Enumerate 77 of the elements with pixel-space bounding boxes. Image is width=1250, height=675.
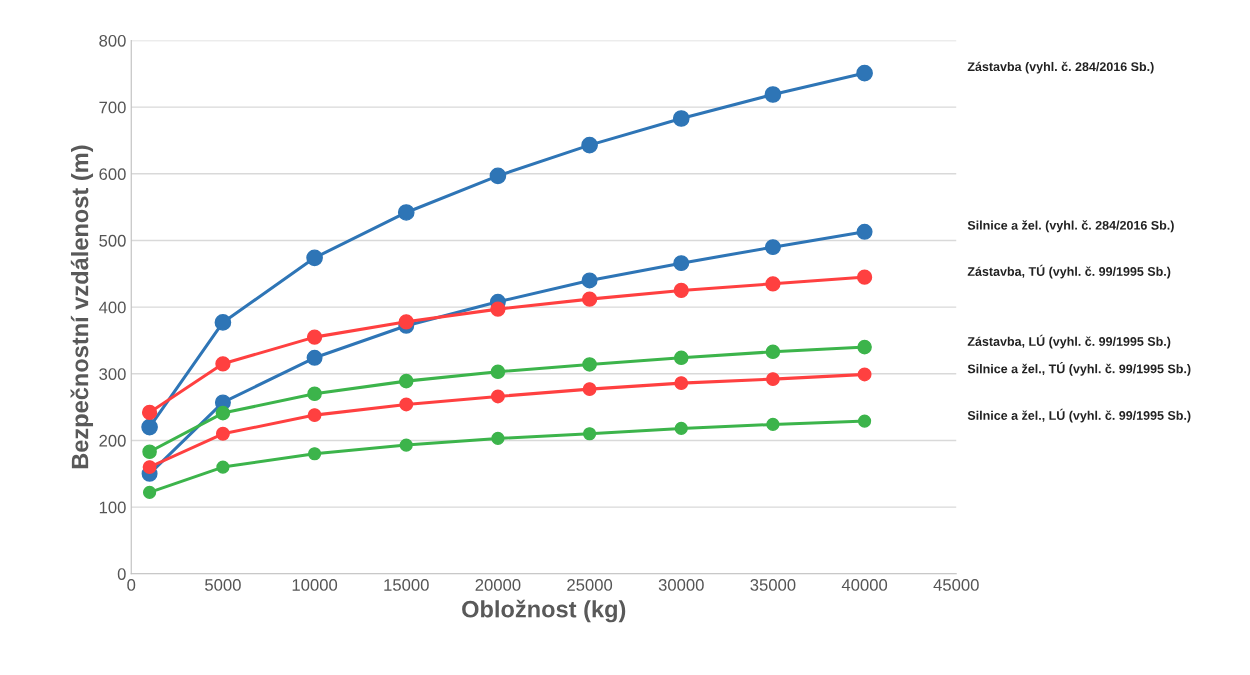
- point: [765, 344, 781, 360]
- point: [673, 282, 689, 299]
- point: [142, 444, 157, 460]
- point: [490, 364, 506, 380]
- y-axis-title: Bezpečnostní vzdálenost (m): [70, 145, 94, 469]
- y-tick-label: 300: [99, 368, 126, 380]
- x-tick-label: 15000: [384, 579, 429, 591]
- point: [214, 314, 232, 331]
- point: [674, 376, 689, 391]
- x-axis-title: Obložnost (kg): [462, 599, 626, 623]
- x-tick-label: 40000: [841, 579, 888, 591]
- point: [142, 460, 157, 475]
- x-tick-label: 20000: [475, 579, 521, 591]
- y-tick-label: 200: [99, 434, 126, 447]
- point: [582, 427, 597, 441]
- point: [673, 350, 689, 366]
- point: [857, 414, 872, 428]
- text: Silnice a žel. (vyhl. č. 284/2016 Sb.): [967, 220, 1174, 233]
- point: [764, 86, 782, 103]
- point: [397, 204, 415, 221]
- point: [856, 269, 873, 285]
- x-tick-label: 25000: [567, 579, 613, 591]
- point: [672, 110, 690, 127]
- y-tick-label: 500: [99, 234, 126, 247]
- point: [215, 405, 231, 421]
- point: [491, 431, 505, 446]
- point: [856, 64, 873, 82]
- y-tick-label: 0: [117, 568, 126, 580]
- point: [141, 418, 158, 436]
- text: Zástavba, LÚ (vyhl. č. 99/1995 Sb.): [967, 334, 1171, 349]
- y-tick-label: 700: [99, 101, 126, 114]
- text: Zástavba (vyhl. č. 284/2016 Sb.): [967, 61, 1154, 74]
- x-tick-label: 0: [127, 579, 136, 591]
- point: [581, 136, 598, 154]
- point: [765, 372, 780, 387]
- point: [307, 386, 322, 402]
- x-tick-label: 5000: [205, 579, 241, 591]
- point: [581, 272, 598, 289]
- point: [582, 357, 597, 372]
- y-tick-label: 400: [98, 301, 126, 314]
- point: [142, 485, 157, 500]
- point: [764, 239, 781, 256]
- x-tick-label: 35000: [750, 579, 796, 591]
- point: [307, 447, 322, 461]
- x-tick-label: 45000: [933, 579, 979, 591]
- point: [856, 223, 873, 240]
- point: [307, 408, 322, 423]
- text: Silnice a žel., TÚ (vyhl. č. 99/1995 Sb.): [967, 362, 1191, 376]
- point: [766, 417, 780, 432]
- point: [216, 460, 230, 474]
- point: [765, 276, 781, 292]
- point: [306, 329, 323, 345]
- point: [398, 314, 414, 330]
- point: [857, 339, 872, 355]
- point: [490, 389, 505, 404]
- text: Zástavba, TÚ (vyhl. č. 99/1995 Sb.): [967, 264, 1171, 279]
- point: [215, 356, 231, 372]
- y-tick-label: 600: [99, 168, 126, 181]
- point: [674, 421, 688, 436]
- point: [489, 167, 507, 185]
- y-tick-label: 100: [99, 501, 126, 514]
- point: [398, 373, 414, 389]
- point: [673, 255, 690, 272]
- point: [306, 249, 323, 267]
- point: [306, 349, 323, 366]
- point: [582, 382, 597, 397]
- point: [141, 404, 158, 421]
- point: [581, 291, 598, 307]
- point: [215, 426, 230, 441]
- point: [399, 438, 413, 452]
- point: [857, 367, 872, 382]
- x-tick-label: 10000: [292, 579, 338, 591]
- point: [399, 397, 414, 412]
- y-tick-label: 800: [99, 34, 126, 47]
- point: [490, 301, 506, 317]
- text: Silnice a žel., LÚ (vyhl. č. 99/1995 Sb.): [967, 408, 1191, 423]
- x-tick-label: 30000: [658, 579, 704, 591]
